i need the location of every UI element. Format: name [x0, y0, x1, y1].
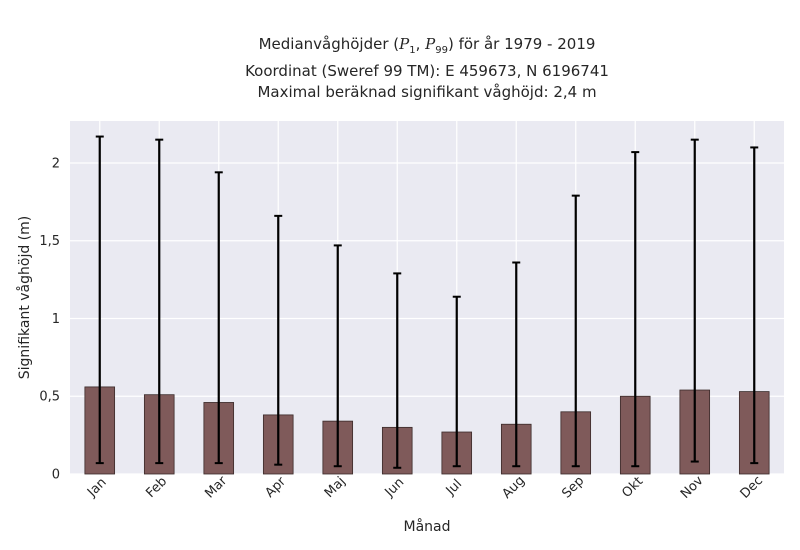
- x-tick-label: Nov: [678, 473, 707, 502]
- x-tick-label: Jul: [443, 477, 465, 499]
- y-tick-labels: 0 0,5 1 1,5 2: [39, 156, 60, 482]
- y-tick-label: 0: [52, 468, 60, 483]
- y-tick-label: 1: [52, 312, 60, 327]
- x-axis-label: Månad: [404, 518, 451, 535]
- title-line-3: Maximal beräknad signifikant våghöjd: 2,…: [257, 83, 597, 101]
- x-tick-label: Dec: [738, 473, 766, 501]
- x-tick-label: Feb: [143, 474, 170, 501]
- plot-background: [70, 121, 784, 474]
- title-line-1: Medianvåghöjder (P1, P99) för år 1979 - …: [258, 35, 596, 56]
- x-tick-label: Apr: [263, 474, 290, 501]
- y-tick-label: 0,5: [39, 390, 60, 405]
- error-bars: [95, 135, 759, 469]
- y-tick-label: 1,5: [39, 234, 60, 249]
- x-tick-label: Jun: [382, 475, 408, 501]
- x-tick-label: Mar: [202, 473, 230, 501]
- x-tick-label: Okt: [619, 474, 646, 501]
- y-tick-label: 2: [52, 156, 60, 171]
- chart-title: Medianvåghöjder (P1, P99) för år 1979 - …: [70, 34, 784, 103]
- x-tick-labels: Jan Feb Mar Apr Maj Jun Jul Aug Sep Okt Nov Dec: [84, 473, 766, 502]
- title-line-2: Koordinat (Sweref 99 TM): E 459673, N 61…: [245, 62, 609, 80]
- y-axis-label: Signifikant våghöjd (m): [16, 216, 33, 379]
- x-tick-label: Aug: [499, 473, 528, 502]
- x-tick-label: Maj: [322, 474, 349, 501]
- x-tick-label: Sep: [559, 474, 587, 502]
- x-tick-label: Jan: [84, 475, 109, 500]
